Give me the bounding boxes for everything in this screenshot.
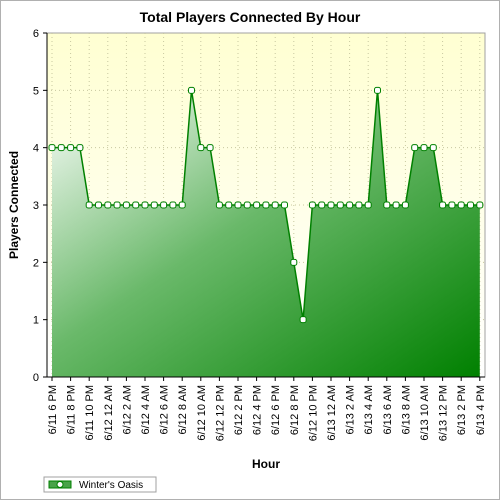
x-tick-label: 6/13 4 AM (363, 385, 375, 435)
data-point (467, 201, 474, 209)
x-tick-label: 6/12 12 PM (214, 385, 226, 441)
legend-box (43, 476, 157, 493)
series-area (52, 90, 480, 377)
data-point (457, 201, 465, 209)
data-point (85, 201, 93, 209)
data-point (290, 258, 298, 266)
data-point (48, 144, 56, 152)
data-point (364, 201, 372, 209)
y-tick-label: 4 (33, 143, 39, 155)
x-tick-label: 6/11 10 PM (84, 385, 96, 440)
x-tick-label: 6/13 10 AM (419, 385, 431, 441)
x-tick-label: 6/12 12 AM (103, 385, 115, 441)
x-axis-label: Hour (252, 457, 280, 471)
data-point (429, 144, 437, 152)
data-point (374, 86, 381, 94)
data-point (132, 201, 140, 209)
legend: Winter's Oasis (43, 476, 157, 493)
data-point (234, 201, 242, 209)
x-tick-label: 6/12 8 PM (289, 385, 301, 435)
legend-marker (56, 481, 64, 488)
data-point (225, 201, 233, 209)
y-tick-label: 2 (33, 257, 39, 269)
y-tick-label: 3 (33, 200, 39, 212)
data-point (122, 201, 130, 209)
x-tick-label: 6/12 2 PM (233, 385, 245, 435)
point-layer (48, 86, 484, 324)
data-point (281, 201, 288, 209)
data-point (318, 201, 326, 209)
data-point (160, 201, 168, 209)
x-tick-label: 6/13 4 PM (475, 385, 487, 435)
x-tick-label: 6/13 12 AM (326, 385, 338, 441)
axis-layer: 0 1 2 3 4 5 6 6/11 6 PM 6/11 8 PM 6/11 10 PM 6/12 … (33, 28, 487, 441)
y-tick-label: 0 (33, 372, 39, 384)
data-point (383, 201, 391, 209)
legend-label: Winter's Oasis (79, 480, 143, 491)
data-point (95, 201, 102, 209)
data-point (188, 86, 195, 94)
x-tick-label: 6/11 6 PM (47, 385, 59, 434)
y-tick-label: 5 (33, 85, 39, 97)
data-point (355, 201, 363, 209)
y-tick-label: 1 (33, 315, 39, 327)
data-point (206, 144, 214, 152)
x-tick-label: 6/13 6 AM (382, 385, 394, 435)
data-point (113, 201, 121, 209)
data-point (104, 201, 112, 209)
x-tick-label: 6/12 6 PM (270, 385, 282, 435)
data-point (327, 201, 335, 209)
data-point (57, 144, 65, 152)
data-point (308, 201, 316, 209)
data-point (271, 201, 279, 209)
data-point (411, 144, 419, 152)
x-tick-label: 6/13 12 PM (438, 385, 450, 441)
x-tick-label: 6/13 2 PM (456, 385, 468, 435)
x-tick-label: 6/12 4 AM (140, 385, 152, 435)
data-point (243, 201, 251, 209)
data-point (215, 201, 223, 209)
x-tick-label: 6/12 10 PM (307, 385, 319, 441)
x-tick-label: 6/12 8 AM (177, 385, 189, 435)
data-point (476, 201, 484, 209)
data-point (253, 201, 261, 209)
data-point (448, 201, 456, 209)
data-point (262, 201, 270, 209)
data-point (76, 144, 84, 152)
data-point (346, 201, 354, 209)
data-point (169, 201, 177, 209)
x-tick-label: 6/13 8 AM (400, 385, 412, 435)
chart-title: Total Players Connected By Hour (140, 9, 361, 25)
x-tick-label: 6/12 6 AM (159, 385, 171, 435)
y-tick-label: 6 (33, 28, 39, 40)
x-tick-label: 6/12 2 AM (121, 385, 133, 435)
data-point (67, 144, 75, 152)
y-axis-label: Players Connected (7, 151, 21, 259)
data-point (150, 201, 158, 209)
data-point (197, 144, 205, 152)
x-tick-label: 6/12 10 AM (196, 385, 208, 441)
data-point (401, 201, 409, 209)
data-point (141, 201, 149, 209)
x-tick-label: 6/12 4 PM (252, 385, 264, 435)
data-point (336, 201, 344, 209)
data-point (299, 316, 307, 324)
data-point (420, 144, 428, 152)
x-tick-label: 6/13 2 AM (345, 385, 357, 435)
data-point (439, 201, 447, 209)
data-point (392, 201, 400, 209)
data-point (178, 201, 186, 209)
x-tick-label: 6/11 8 PM (66, 385, 78, 434)
